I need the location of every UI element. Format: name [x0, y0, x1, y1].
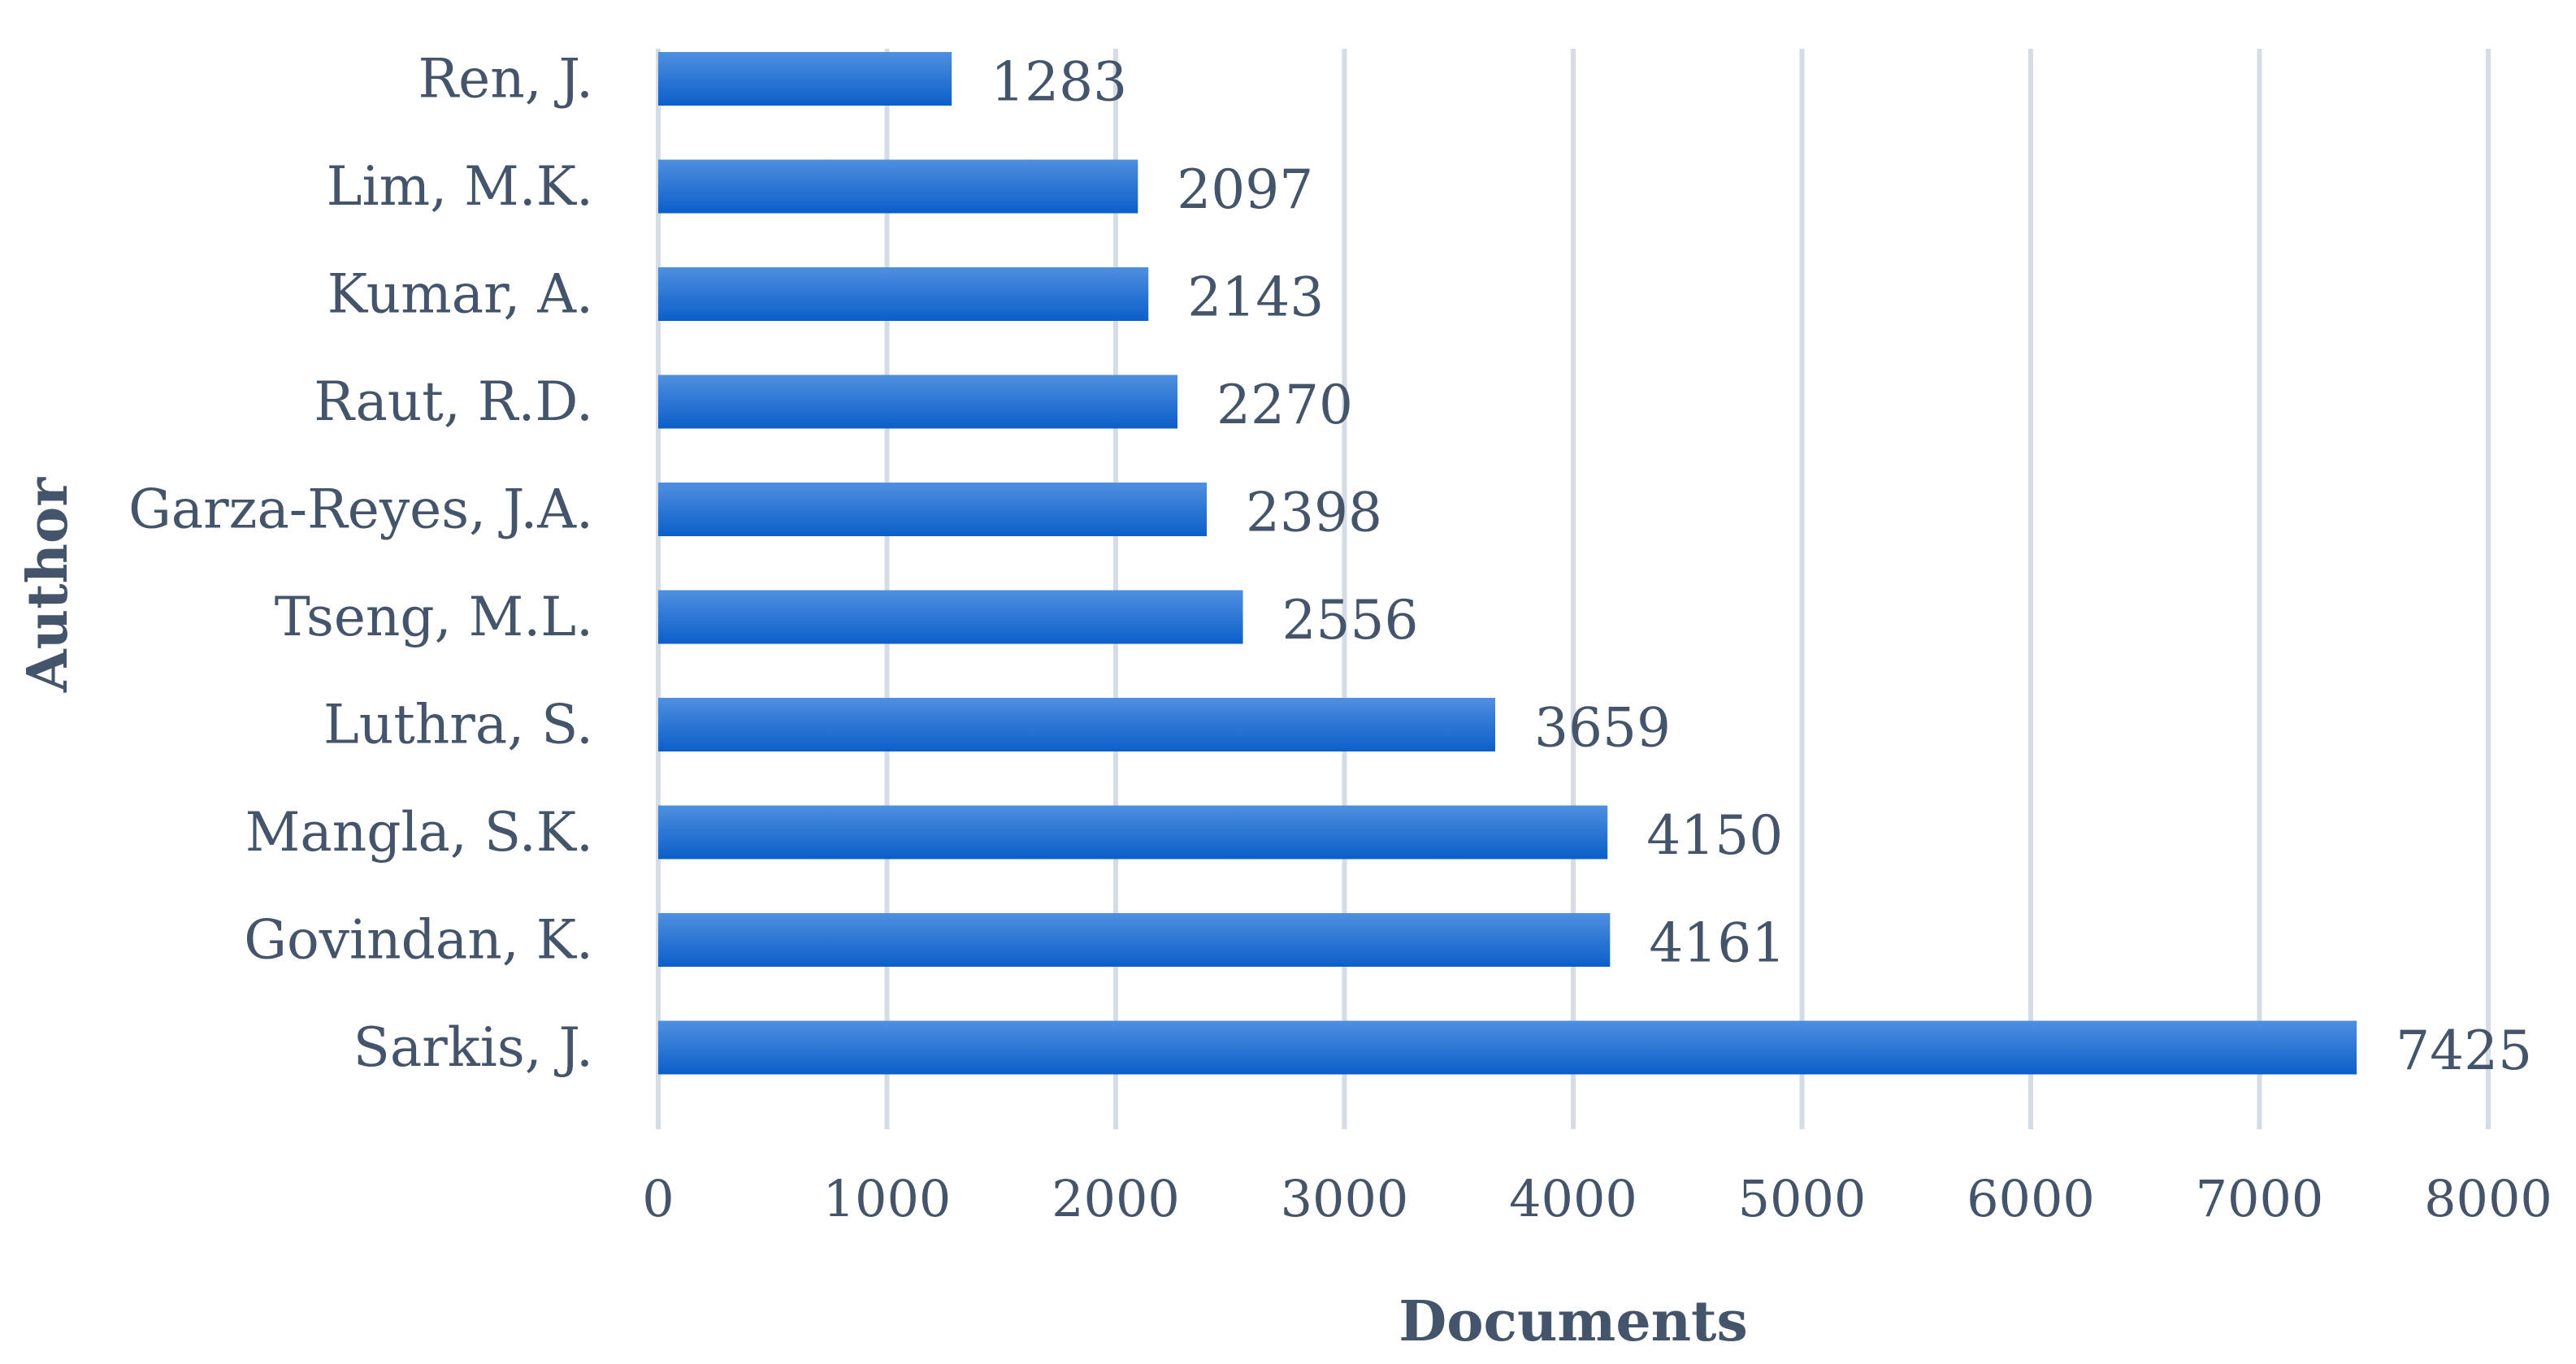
- y-axis-title: Author: [15, 477, 80, 693]
- x-tick-label-2000: 2000: [1052, 1169, 1180, 1228]
- x-tick-label-4000: 4000: [1509, 1169, 1637, 1228]
- bar-0: [658, 52, 952, 106]
- category-label-0: Ren, J.: [418, 48, 593, 110]
- category-label-8: Govindan, K.: [244, 909, 593, 972]
- x-tick-label-5000: 5000: [1738, 1169, 1867, 1228]
- category-label-6: Luthra, S.: [323, 694, 593, 756]
- category-label-2: Kumar, A.: [327, 263, 593, 326]
- bars: [658, 52, 2357, 1075]
- bar-8: [658, 913, 1611, 967]
- data-label-6: 3659: [1534, 697, 1671, 760]
- x-axis-title: Documents: [1399, 1289, 1748, 1354]
- data-label-7: 4150: [1646, 804, 1783, 867]
- data-label-0: 1283: [991, 51, 1127, 114]
- gridlines: [656, 49, 2491, 1129]
- x-tick-label-3000: 3000: [1281, 1169, 1409, 1228]
- data-label-4: 2398: [1246, 482, 1382, 544]
- bar-6: [658, 698, 1496, 751]
- bar-2: [658, 267, 1149, 321]
- data-labels: 1283 2097 2143 2270 2398 2556 3659 4150 4161 7425: [991, 51, 2532, 1083]
- category-label-1: Lim, M.K.: [327, 155, 593, 218]
- bar-7: [658, 805, 1608, 860]
- data-label-2: 2143: [1187, 266, 1324, 329]
- data-label-8: 4161: [1649, 912, 1785, 975]
- x-tick-label-8000: 8000: [2424, 1169, 2552, 1228]
- bar-5: [658, 590, 1243, 644]
- x-tick-label-0: 0: [642, 1169, 674, 1228]
- category-label-3: Raut, R.D.: [314, 370, 593, 433]
- bar-9: [658, 1020, 2357, 1075]
- bar-3: [658, 375, 1178, 429]
- data-label-5: 2556: [1282, 589, 1419, 652]
- x-tick-label-6000: 6000: [1967, 1169, 2095, 1228]
- category-label-4: Garza-Reyes, J.A.: [128, 478, 593, 541]
- category-label-9: Sarkis, J.: [353, 1016, 593, 1079]
- data-label-9: 7425: [2396, 1020, 2532, 1082]
- bar-4: [658, 483, 1208, 536]
- x-tick-label-7000: 7000: [2196, 1169, 2324, 1228]
- category-label-7: Mangla, S.K.: [245, 801, 593, 864]
- category-label-5: Tseng, M.L.: [275, 586, 593, 648]
- x-tick-label-1000: 1000: [823, 1169, 952, 1228]
- y-axis-categories: Ren, J. Lim, M.K. Kumar, A. Raut, R.D. Garza…: [128, 48, 593, 1080]
- data-label-3: 2270: [1216, 374, 1353, 436]
- data-label-1: 2097: [1177, 158, 1313, 221]
- bar-1: [658, 159, 1138, 214]
- x-axis-ticks: 0 1000 2000 3000 4000 5000 6000 7000 8000: [642, 1169, 2552, 1228]
